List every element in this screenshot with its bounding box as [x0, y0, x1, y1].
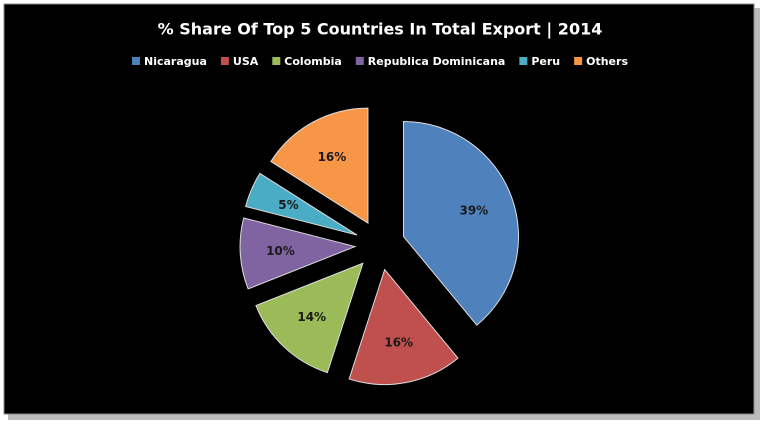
data-label: 16%	[318, 150, 347, 164]
pie-slice	[270, 107, 369, 225]
pie-slice	[245, 172, 358, 236]
pie-slice	[348, 268, 459, 386]
legend-label: Peru	[531, 55, 560, 68]
legend-label: Colombia	[284, 55, 342, 68]
legend-label: USA	[233, 55, 259, 68]
data-label: 14%	[297, 310, 326, 324]
data-label: 10%	[266, 244, 295, 258]
legend-swatch	[132, 57, 141, 65]
legend-item: USA	[220, 55, 259, 68]
pie-slice	[403, 121, 519, 326]
legend-swatch	[519, 57, 528, 65]
legend-item: Republica Dominicana	[355, 55, 506, 68]
data-label: 16%	[384, 335, 413, 349]
pie-slice	[255, 262, 364, 374]
legend-label: Others	[586, 55, 628, 68]
legend-swatch	[272, 57, 281, 65]
legend-label: Republica Dominicana	[368, 55, 506, 68]
legend-item: Colombia	[272, 55, 342, 68]
legend: Nicaragua USA Colombia Republica Dominicana…	[132, 55, 628, 68]
legend-item: Nicaragua	[132, 55, 207, 68]
chart-title: % Share Of Top 5 Countries In Total Expo…	[158, 20, 603, 40]
data-label: 5%	[278, 198, 298, 212]
pie-slice	[239, 217, 357, 290]
legend-item: Peru	[519, 55, 560, 68]
legend-swatch	[220, 57, 229, 65]
legend-swatch	[574, 57, 583, 65]
data-label: 39%	[459, 204, 488, 218]
legend-item: Others	[574, 55, 628, 68]
legend-label: Nicaragua	[144, 55, 207, 68]
legend-swatch	[355, 57, 364, 65]
